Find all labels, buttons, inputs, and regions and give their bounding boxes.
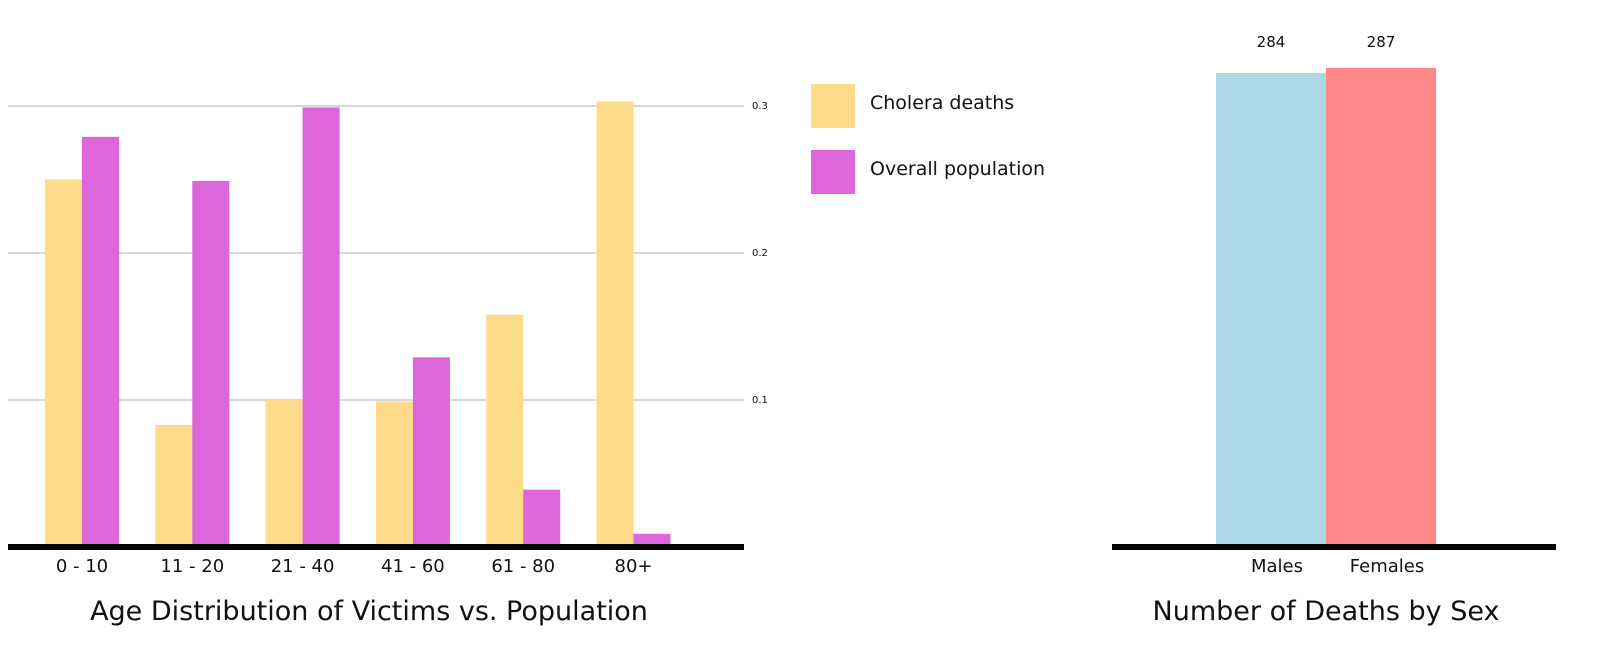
- bar-overall-population: [302, 107, 340, 547]
- deaths-by-sex-chart: Males Females 284 287 Number of Deaths by …: [1112, 33, 1556, 627]
- x-tick-label: 41 - 60: [381, 556, 445, 577]
- bar-overall-population: [82, 136, 119, 547]
- x-tick-label-males: Males: [1251, 556, 1303, 577]
- x-tick-label: 61 - 80: [491, 556, 555, 577]
- bar-cholera-deaths: [155, 424, 193, 547]
- value-label-females: 287: [1367, 33, 1396, 51]
- bar-overall-population: [523, 489, 561, 547]
- legend-swatch-cholera-deaths: [811, 84, 855, 128]
- bar-overall-population: [633, 533, 671, 547]
- bar-cholera-deaths: [265, 400, 303, 547]
- bar-overall-population: [412, 357, 450, 547]
- age-chart-title: Age Distribution of Victims vs. Populati…: [90, 596, 648, 627]
- x-tick-label: 11 - 20: [160, 556, 224, 577]
- y-tick-label: 0.3: [752, 101, 768, 112]
- x-tick-label-females: Females: [1350, 556, 1424, 577]
- x-tick-label: 80+: [615, 556, 653, 577]
- sex-chart-title: Number of Deaths by Sex: [1153, 596, 1500, 627]
- x-tick-label: 21 - 40: [271, 556, 335, 577]
- legend-label-overall-population: Overall population: [870, 158, 1045, 180]
- sex-value-labels: 284 287: [1257, 33, 1396, 51]
- bar-males: [1216, 73, 1326, 548]
- age-distribution-chart: 0 - 10 11 - 20 21 - 40 41 - 60 61 - 80 80+ 0.…: [8, 101, 768, 627]
- bars: [45, 101, 671, 547]
- legend-swatch-overall-population: [811, 150, 855, 194]
- x-tick-label: 0 - 10: [56, 556, 108, 577]
- y-tick-label: 0.1: [752, 395, 768, 406]
- bar-cholera-deaths: [596, 101, 634, 547]
- y-tick-labels: 0.1 0.2 0.3: [752, 101, 768, 406]
- bar-overall-population: [192, 180, 230, 547]
- sex-bars: [1216, 68, 1436, 548]
- value-label-males: 284: [1257, 33, 1286, 51]
- bar-cholera-deaths: [486, 314, 524, 547]
- bar-cholera-deaths: [45, 179, 82, 547]
- y-tick-label: 0.2: [752, 248, 768, 259]
- x-tick-labels: 0 - 10 11 - 20 21 - 40 41 - 60 61 - 80 80+: [56, 556, 653, 577]
- bar-cholera-deaths: [375, 401, 413, 547]
- legend: Cholera deaths Overall population: [811, 84, 1045, 194]
- sex-x-tick-labels: Males Females: [1251, 556, 1424, 577]
- legend-label-cholera-deaths: Cholera deaths: [870, 92, 1014, 114]
- bar-females: [1326, 68, 1436, 547]
